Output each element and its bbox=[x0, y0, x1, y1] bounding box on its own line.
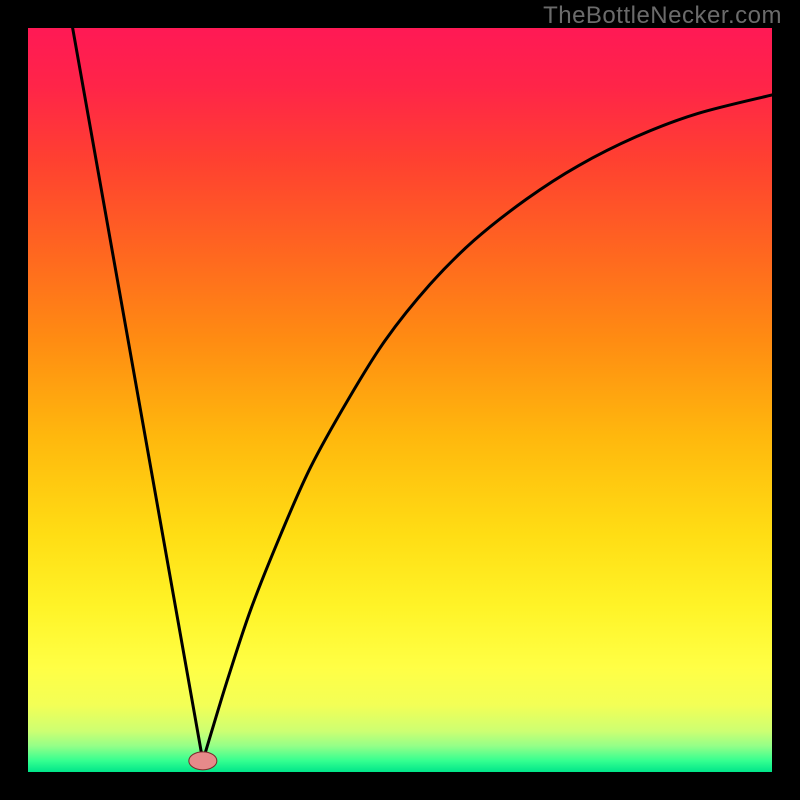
watermark-text: TheBottleNecker.com bbox=[543, 2, 782, 30]
border-left bbox=[0, 0, 28, 800]
border-right bbox=[772, 0, 800, 800]
chart-background-gradient bbox=[28, 28, 772, 772]
bottleneck-chart: TheBottleNecker.com bbox=[0, 0, 800, 800]
border-bottom bbox=[0, 772, 800, 800]
